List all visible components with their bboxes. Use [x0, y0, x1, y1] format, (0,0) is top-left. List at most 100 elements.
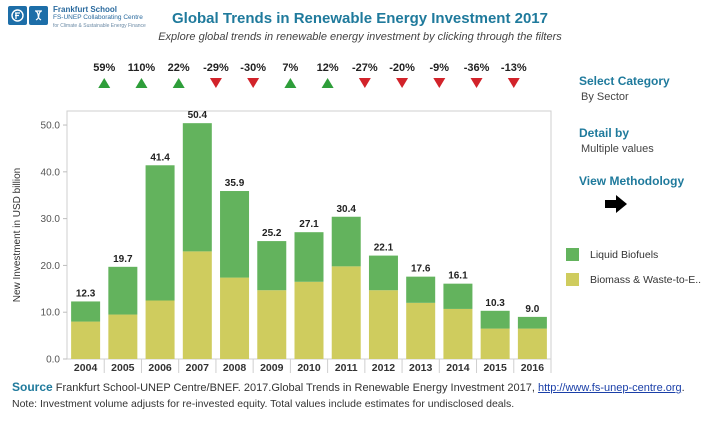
up-triangle-icon [135, 78, 148, 88]
change-label: -13% [501, 62, 527, 74]
logo-line-2: FS-UNEP Collaborating Centre [53, 14, 143, 21]
fs-logo-icon [8, 6, 27, 25]
bar-biofuels [406, 276, 436, 303]
bar-total-label: 22.1 [374, 243, 394, 254]
bar-biofuels [331, 216, 361, 267]
logo: Frankfurt School FS-UNEP Collaborating C… [8, 6, 146, 30]
down-triangle-icon [247, 78, 260, 88]
x-tick-label: 2005 [111, 362, 135, 374]
bar-biofuels [368, 255, 398, 291]
y-tick-label: 30.0 [41, 214, 61, 225]
x-tick-label: 2009 [260, 362, 284, 374]
bar-biofuels [71, 301, 101, 322]
x-tick-label: 2015 [483, 362, 507, 374]
bar-biofuels [294, 232, 324, 282]
page-subtitle: Explore global trends in renewable energ… [158, 31, 562, 43]
bar-biofuels [517, 316, 547, 329]
bar-biofuels [480, 310, 510, 329]
legend-item-biomass[interactable]: Biomass & Waste-to-E.. [566, 269, 701, 290]
down-triangle-icon [209, 78, 222, 88]
x-tick-label: 2011 [335, 362, 358, 374]
legend-label-biofuels: Liquid Biofuels [590, 248, 659, 261]
bar-biomass [108, 314, 138, 359]
bar-total-label: 17.6 [411, 264, 431, 275]
methodology-link-label[interactable]: View Methodology [579, 174, 685, 188]
legend-item-biofuels[interactable]: Liquid Biofuels [566, 244, 701, 265]
down-triangle-icon [507, 78, 520, 88]
x-tick-label: 2006 [148, 362, 172, 374]
x-tick-label: 2016 [521, 362, 545, 374]
change-label: -30% [240, 62, 266, 74]
bar-total-label: 19.7 [113, 254, 133, 265]
change-label: 12% [317, 62, 339, 74]
category-filter[interactable]: Select Category By Sector [579, 74, 697, 103]
bar-total-label: 27.1 [299, 219, 319, 230]
methodology-link[interactable]: View Methodology [579, 174, 697, 188]
change-label: 59% [93, 62, 115, 74]
page-title: Global Trends in Renewable Energy Invest… [172, 10, 548, 27]
y-tick-label: 20.0 [41, 261, 61, 272]
bar-total-label: 16.1 [448, 271, 468, 282]
up-triangle-icon [321, 78, 334, 88]
bar-biofuels [257, 241, 287, 291]
legend-swatch-biomass [566, 273, 579, 286]
bar-biomass [331, 266, 361, 359]
bar-total-label: 30.4 [336, 204, 356, 215]
y-tick-label: 0.0 [46, 355, 60, 366]
bar-biomass [517, 328, 547, 359]
change-label: -9% [430, 62, 450, 74]
y-tick-label: 50.0 [41, 121, 61, 132]
source-line: Source Frankfurt School-UNEP Centre/BNEF… [12, 380, 685, 394]
bar-biomass [182, 251, 212, 359]
x-tick-label: 2012 [372, 362, 396, 374]
category-filter-label[interactable]: Select Category [579, 74, 670, 88]
source-end: . [681, 382, 685, 394]
x-tick-label: 2004 [74, 362, 98, 374]
bar-total-label: 12.3 [76, 288, 96, 299]
x-tick-label: 2007 [186, 362, 210, 374]
bar-total-label: 41.4 [150, 152, 170, 163]
bar-biomass [406, 302, 436, 359]
change-label: -27% [352, 62, 378, 74]
bar-biomass [71, 321, 101, 359]
change-label: 110% [128, 62, 156, 74]
category-filter-value[interactable]: By Sector [581, 91, 629, 103]
up-triangle-icon [98, 78, 111, 88]
bar-total-label: 10.3 [485, 298, 505, 309]
down-triangle-icon [470, 78, 483, 88]
bar-biomass [145, 300, 175, 359]
change-label: -36% [464, 62, 490, 74]
source-text: Frankfurt School-UNEP Centre/BNEF. 2017.… [52, 382, 538, 394]
source-link[interactable]: http://www.fs-unep-centre.org [537, 382, 682, 394]
detail-filter-label[interactable]: Detail by [579, 126, 630, 140]
detail-filter-value[interactable]: Multiple values [581, 143, 654, 155]
down-triangle-icon [396, 78, 409, 88]
bar-biofuels [145, 165, 175, 301]
detail-filter[interactable]: Detail by Multiple values [579, 126, 697, 155]
legend-swatch-biofuels [566, 248, 579, 261]
change-label: -29% [203, 62, 229, 74]
bar-biofuels [108, 266, 138, 315]
logo-line-1: Frankfurt School [53, 5, 118, 14]
x-tick-label: 2014 [446, 362, 470, 374]
legend: Liquid Biofuels Biomass & Waste-to-E.. [566, 244, 701, 294]
x-tick-label: 2013 [409, 362, 433, 374]
down-triangle-icon [433, 78, 446, 88]
bar-biomass [220, 277, 250, 359]
x-tick-label: 2008 [223, 362, 247, 374]
bar-biofuels [182, 123, 212, 252]
bar-biomass [368, 290, 398, 359]
arrow-right-icon[interactable] [604, 194, 628, 219]
change-label: 7% [282, 62, 298, 74]
bar-biomass [294, 281, 324, 359]
source-label: Source [12, 380, 53, 394]
bar-biomass [257, 290, 287, 359]
bar-total-label: 25.2 [262, 228, 282, 239]
y-axis-label: New Investment in USD billion [12, 168, 23, 303]
y-tick-label: 10.0 [41, 308, 61, 319]
change-label: 22% [168, 62, 190, 74]
x-tick-label: 2010 [297, 362, 321, 374]
legend-label-biomass: Biomass & Waste-to-E.. [590, 273, 701, 286]
bar-biomass [443, 308, 473, 359]
